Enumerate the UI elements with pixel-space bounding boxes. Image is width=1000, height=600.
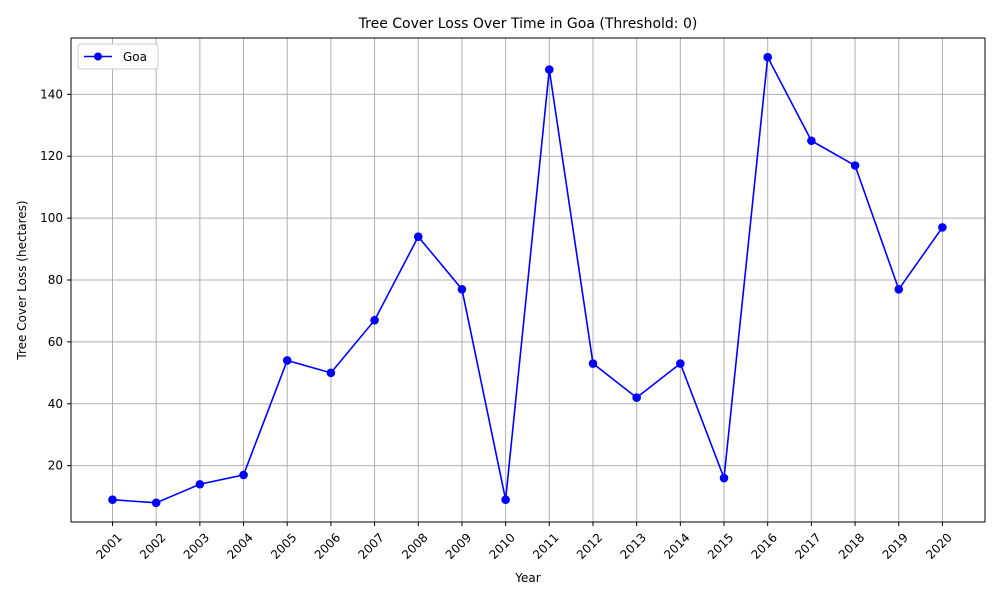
data-point [719,473,729,483]
data-point [676,359,685,368]
y-axis-ticks: 20 40 60 80 100 120 140 [40,87,71,473]
data-point [457,284,467,294]
legend-entry-goa: Goa [123,50,147,64]
plot-frame [70,37,986,523]
series-line-goa [112,54,944,504]
data-point [239,470,248,480]
y-tick-label: 140 [40,87,63,101]
y-tick-label: 60 [48,335,63,349]
data-point [850,161,860,170]
data-point [763,52,772,62]
y-tick-label: 20 [48,459,63,473]
data-point [326,368,336,378]
y-tick-label: 100 [40,211,63,225]
series-layer [108,52,947,508]
y-tick-label: 120 [40,149,63,163]
data-point [807,136,816,146]
data-point [413,232,423,241]
legend-marker-sample [94,52,102,61]
data-point [195,479,205,489]
legend-box [77,43,159,70]
data-point [545,65,554,74]
data-point [894,284,904,294]
y-tick-label: 40 [48,397,63,411]
data-point [632,393,641,402]
y-tick-label: 80 [48,273,63,287]
y-axis-label: Tree Cover Loss (hectares) [15,200,29,360]
data-point [108,495,117,505]
data-point [151,498,161,508]
legend: Goa [77,43,159,70]
chart-title: Tree Cover Loss Over Time in Goa (Thresh… [358,16,698,32]
data-point [501,495,510,505]
data-point [938,223,947,232]
data-point [282,356,292,365]
data-point [370,315,379,325]
data-point [588,359,598,368]
y-gridlines [71,93,985,467]
x-axis-label: Year [514,571,540,585]
